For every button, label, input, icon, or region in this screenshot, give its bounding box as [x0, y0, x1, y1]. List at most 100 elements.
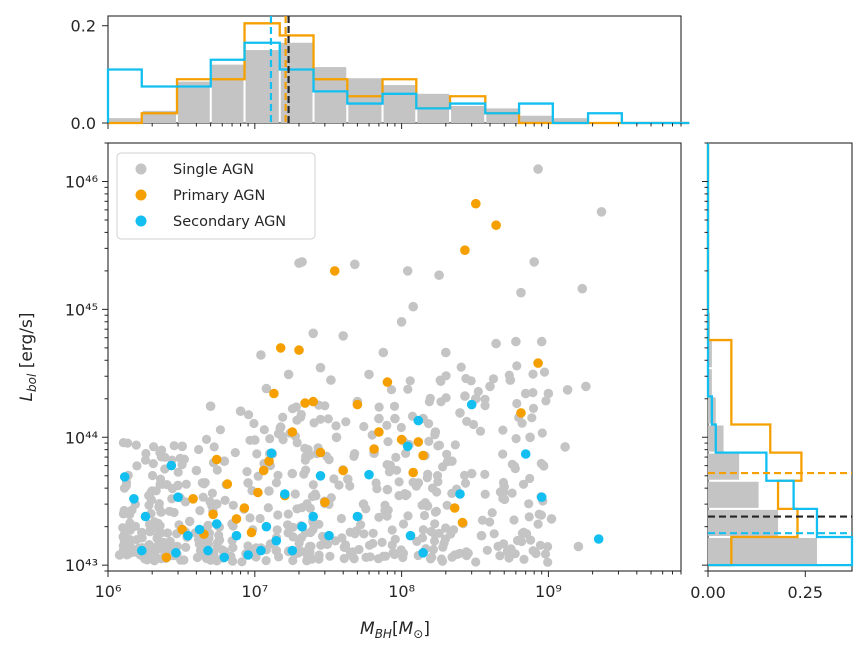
single-agn-point [287, 404, 298, 414]
single-agn-point [147, 470, 158, 481]
primary-agn-points [161, 198, 543, 563]
single-agn-point [255, 513, 265, 524]
secondary-agn-point [271, 536, 282, 546]
top-hist-step-secondary [106, 41, 690, 125]
single-agn-point [141, 448, 151, 459]
single-agn-point [482, 545, 492, 555]
single-agn-point [528, 369, 538, 379]
single-agn-point [596, 207, 607, 217]
right-histogram-bars [708, 312, 817, 565]
secondary-agn-point [308, 511, 319, 522]
secondary-agn-point [243, 550, 253, 560]
single-agn-point [374, 512, 384, 522]
single-agn-point [459, 470, 470, 480]
single-agn-point [209, 442, 219, 452]
single-agn-point [373, 554, 383, 564]
single-agn-point [398, 519, 409, 529]
top-histogram-median-lines [269, 16, 290, 123]
single-agn-point [526, 535, 536, 545]
single-agn-point [200, 478, 210, 488]
single-agn-point [173, 467, 183, 477]
single-agn-point [412, 536, 422, 547]
single-agn-point [581, 381, 591, 392]
single-agn-point [156, 507, 166, 517]
single-agn-point [283, 369, 294, 380]
legend: Single AGN Primary AGN Secondary AGN [116, 152, 316, 240]
single-agn-point [315, 362, 326, 373]
legend-marker-secondary [135, 215, 147, 227]
single-agn-point [320, 401, 330, 411]
single-agn-point [184, 516, 195, 527]
right-hist-bar-single [708, 538, 817, 565]
secondary-agn-point [536, 492, 547, 503]
single-agn-point [438, 542, 448, 552]
single-agn-point [123, 438, 133, 448]
single-agn-point [249, 418, 259, 429]
single-agn-point [377, 537, 387, 548]
x-tick-label: 10⁷ [241, 582, 268, 601]
single-agn-point [261, 383, 272, 394]
single-agn-point [461, 373, 471, 384]
secondary-agn-point [364, 469, 374, 480]
single-agn-point [524, 499, 534, 509]
single-agn-point [498, 449, 508, 459]
top-hist-bar-single [177, 81, 210, 123]
single-agn-point [426, 552, 436, 562]
single-agn-point [405, 376, 415, 386]
primary-agn-point [352, 399, 363, 410]
single-agn-point [127, 505, 137, 515]
single-agn-point [169, 507, 179, 518]
single-agn-point [256, 350, 266, 360]
right-hist-step-secondary [706, 143, 854, 567]
single-agn-point [263, 503, 273, 513]
single-agn-point [163, 528, 173, 538]
primary-agn-point [329, 266, 340, 276]
single-agn-point [460, 478, 471, 488]
secondary-agn-point [413, 415, 424, 426]
primary-agn-point [258, 465, 269, 476]
primary-agn-point [246, 527, 257, 538]
single-agn-point [428, 545, 438, 555]
primary-agn-point [188, 494, 198, 504]
top-hist-bar-single [553, 118, 588, 123]
single-agn-point [385, 460, 395, 470]
secondary-agn-point [297, 521, 307, 532]
single-agn-point [132, 461, 142, 471]
right-hist-bar-single [708, 453, 740, 480]
single-agn-point [118, 532, 128, 542]
single-agn-point [336, 513, 346, 524]
single-agn-point [426, 526, 436, 537]
single-agn-point [153, 518, 163, 529]
single-agn-point [529, 257, 539, 267]
primary-agn-point [287, 427, 298, 437]
single-agn-point [424, 397, 434, 407]
single-agn-point [264, 486, 274, 496]
single-agn-point [382, 484, 393, 495]
primary-agn-point [382, 377, 393, 387]
single-agn-point [480, 469, 490, 479]
top-hist-bar-single [520, 115, 552, 123]
single-agn-point [383, 437, 393, 447]
single-agn-point [214, 530, 224, 540]
single-agn-point [477, 515, 488, 525]
single-agn-point [419, 510, 430, 521]
single-agn-point [137, 527, 147, 538]
single-agn-point [125, 535, 135, 545]
right-hist-bar-single [708, 369, 712, 396]
single-agn-point [498, 425, 508, 435]
single-agn-point [546, 514, 557, 524]
single-agn-point [303, 444, 313, 455]
single-agn-point [396, 317, 407, 327]
primary-agn-point [374, 427, 384, 437]
single-agn-point [403, 384, 413, 394]
single-agn-point [211, 499, 222, 509]
single-agn-point [213, 538, 223, 548]
single-agn-point [430, 507, 440, 517]
single-agn-point [175, 453, 185, 463]
single-agn-point [506, 544, 516, 554]
single-agn-point [536, 458, 546, 469]
single-agn-point [334, 480, 344, 490]
scatter-ticks: 10⁶ 10⁷ 10⁸ 10⁹ 10⁴³ 10⁴⁴ 10⁴⁵ 10⁴⁶ [65, 123, 708, 601]
single-agn-point [378, 347, 389, 358]
